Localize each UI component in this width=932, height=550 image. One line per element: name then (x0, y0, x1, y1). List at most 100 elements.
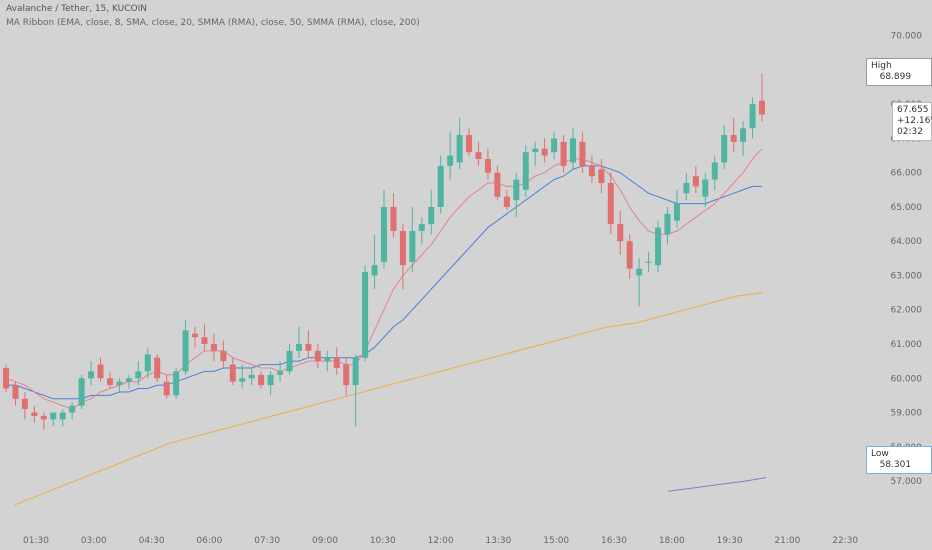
candle (740, 121, 747, 156)
candle-body (437, 165, 444, 207)
candle (655, 220, 662, 273)
candle (286, 344, 293, 375)
candle (437, 155, 444, 214)
candle-body (598, 169, 605, 183)
candle (163, 374, 170, 399)
candle-body (371, 265, 378, 276)
candle-body (229, 364, 236, 382)
candle (371, 234, 378, 290)
candle-body (636, 268, 643, 276)
high-label: High (871, 61, 892, 71)
candle-body (352, 357, 359, 386)
candle-body (182, 330, 189, 372)
y-tick-label: 59.000 (891, 409, 923, 419)
candle (258, 371, 265, 389)
symbol-title[interactable]: Avalanche / Tether, 15, KUCOIN (6, 4, 148, 14)
candle (78, 374, 85, 410)
candle (390, 193, 397, 238)
smma200-line (668, 477, 767, 492)
ema8-line (5, 148, 763, 410)
candle (295, 326, 302, 358)
candle (106, 371, 113, 389)
candle-body (220, 350, 227, 362)
candle (50, 412, 57, 427)
candle (173, 367, 180, 399)
candle (3, 364, 9, 392)
candle (201, 323, 208, 351)
candle (333, 347, 340, 375)
candle-body (248, 374, 255, 379)
candle (229, 357, 236, 386)
candle (88, 361, 95, 386)
candle-body (390, 206, 397, 231)
candles (3, 73, 765, 430)
low-value: 58.301 (879, 460, 912, 470)
candle (381, 189, 387, 269)
candle-body (135, 371, 142, 379)
candle-body (286, 350, 293, 372)
candle (683, 172, 690, 201)
candle-body (21, 398, 28, 410)
candle-body (749, 104, 756, 129)
candle-body (258, 374, 265, 386)
high-value: 68.899 (879, 72, 912, 82)
candle (314, 344, 321, 368)
candle (588, 155, 595, 183)
candle (116, 378, 123, 392)
candle (239, 364, 246, 389)
candle (759, 73, 765, 122)
candle-body (239, 378, 246, 382)
low-label: Low (871, 449, 889, 459)
candle-body (305, 344, 312, 351)
candle (484, 148, 491, 180)
candle (494, 165, 501, 201)
candle-body (59, 412, 66, 420)
y-tick-label: 65.000 (891, 203, 923, 213)
candle-body (570, 138, 576, 163)
candle-body (447, 155, 454, 166)
candle-body (277, 371, 284, 375)
x-tick-label: 21:00 (774, 536, 800, 546)
candle (702, 172, 709, 207)
candle (579, 131, 586, 173)
candle (409, 206, 416, 273)
candle-body (324, 357, 331, 362)
candle (31, 405, 38, 423)
candle (532, 141, 539, 166)
x-tick-label: 07:30 (254, 536, 280, 546)
candle-body (532, 148, 539, 153)
candle-body (314, 350, 321, 362)
candle-body (173, 371, 180, 396)
candle-body (617, 224, 624, 242)
candle-body (362, 272, 369, 358)
candle (447, 131, 454, 180)
candle-body (125, 378, 132, 382)
candle (570, 128, 576, 170)
candle-body (655, 227, 662, 266)
candle (97, 357, 104, 382)
candle (522, 145, 529, 197)
candle (40, 412, 47, 430)
y-tick-label: 66.000 (891, 169, 923, 179)
x-tick-label: 13:30 (485, 536, 511, 546)
indicator-legend[interactable]: MA Ribbon (EMA, close, 8, SMA, close, 20… (6, 18, 420, 28)
candle (749, 97, 756, 139)
y-tick-label: 60.000 (891, 374, 923, 384)
x-tick-label: 22:30 (832, 536, 858, 546)
candle (664, 206, 671, 245)
candle (475, 141, 482, 166)
candle-body (503, 196, 510, 207)
candle (673, 189, 680, 228)
candle-body (475, 152, 482, 160)
candle-body (399, 230, 406, 266)
candle-body (692, 176, 699, 187)
candle-body (295, 344, 302, 351)
candle-body (3, 367, 9, 389)
candle-body (466, 135, 473, 153)
candle-body (560, 141, 567, 166)
candle-body (144, 354, 151, 372)
candle (645, 251, 652, 273)
candle-body (116, 381, 123, 386)
last-price: 67.655 (897, 105, 929, 115)
